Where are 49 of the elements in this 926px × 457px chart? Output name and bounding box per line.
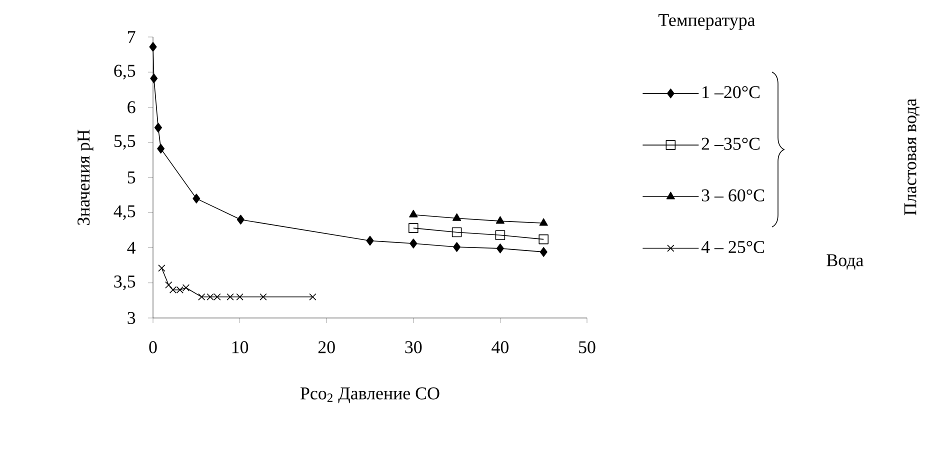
x-tick-label: 10: [232, 341, 248, 354]
y-tick-label: 4: [127, 242, 136, 254]
x-tick-label: 50: [579, 341, 596, 354]
point: [260, 293, 267, 300]
point: [453, 242, 461, 252]
point: [539, 218, 548, 226]
y-tick-label: 4,5: [114, 205, 136, 220]
point: [165, 281, 172, 289]
x-tick-label: 40: [492, 341, 508, 354]
text: Пластовая вода: [904, 98, 920, 216]
legend-label: 2 –35°C: [702, 138, 760, 150]
point: [496, 244, 504, 254]
point: [309, 293, 316, 300]
point: [158, 264, 166, 272]
point: [157, 144, 165, 154]
y-tick-label: 6: [128, 101, 136, 114]
point: [538, 234, 549, 244]
point: [366, 236, 374, 246]
legend-label: 1 –20°C: [702, 86, 760, 98]
y-tick-label: 3: [128, 312, 136, 324]
point: [540, 247, 548, 257]
point: [408, 223, 418, 233]
point: [149, 42, 157, 52]
point: [452, 227, 462, 238]
legend-title: Температура: [658, 14, 756, 30]
legend-label: 3 – 60°C: [702, 189, 764, 202]
point: [452, 213, 462, 221]
y-tick-label: 7: [128, 31, 136, 43]
x-tick-label: 0: [149, 341, 157, 354]
legend-label: 4 – 25°C: [701, 240, 764, 254]
point: [150, 74, 158, 84]
text: Вода: [826, 254, 864, 270]
point: [236, 214, 244, 225]
x-axis-title: Pco$_{2}$ Давление СО: [300, 387, 440, 404]
point: [495, 230, 506, 240]
point: [154, 122, 162, 133]
y-axis-title: Значения pH: [78, 130, 94, 225]
x-tick-label: 30: [405, 341, 422, 354]
point: [496, 216, 504, 224]
point: [409, 210, 418, 218]
y-tick-label: 6,5: [114, 64, 136, 80]
point: [226, 293, 234, 300]
point: [410, 238, 418, 248]
y-tick-label: 5: [128, 172, 136, 184]
x-tick-label: 20: [318, 341, 335, 354]
point: [236, 293, 244, 300]
y-tick-label: 3,5: [114, 276, 136, 290]
point: [192, 194, 200, 204]
y-tick-label: 5,5: [114, 135, 136, 150]
